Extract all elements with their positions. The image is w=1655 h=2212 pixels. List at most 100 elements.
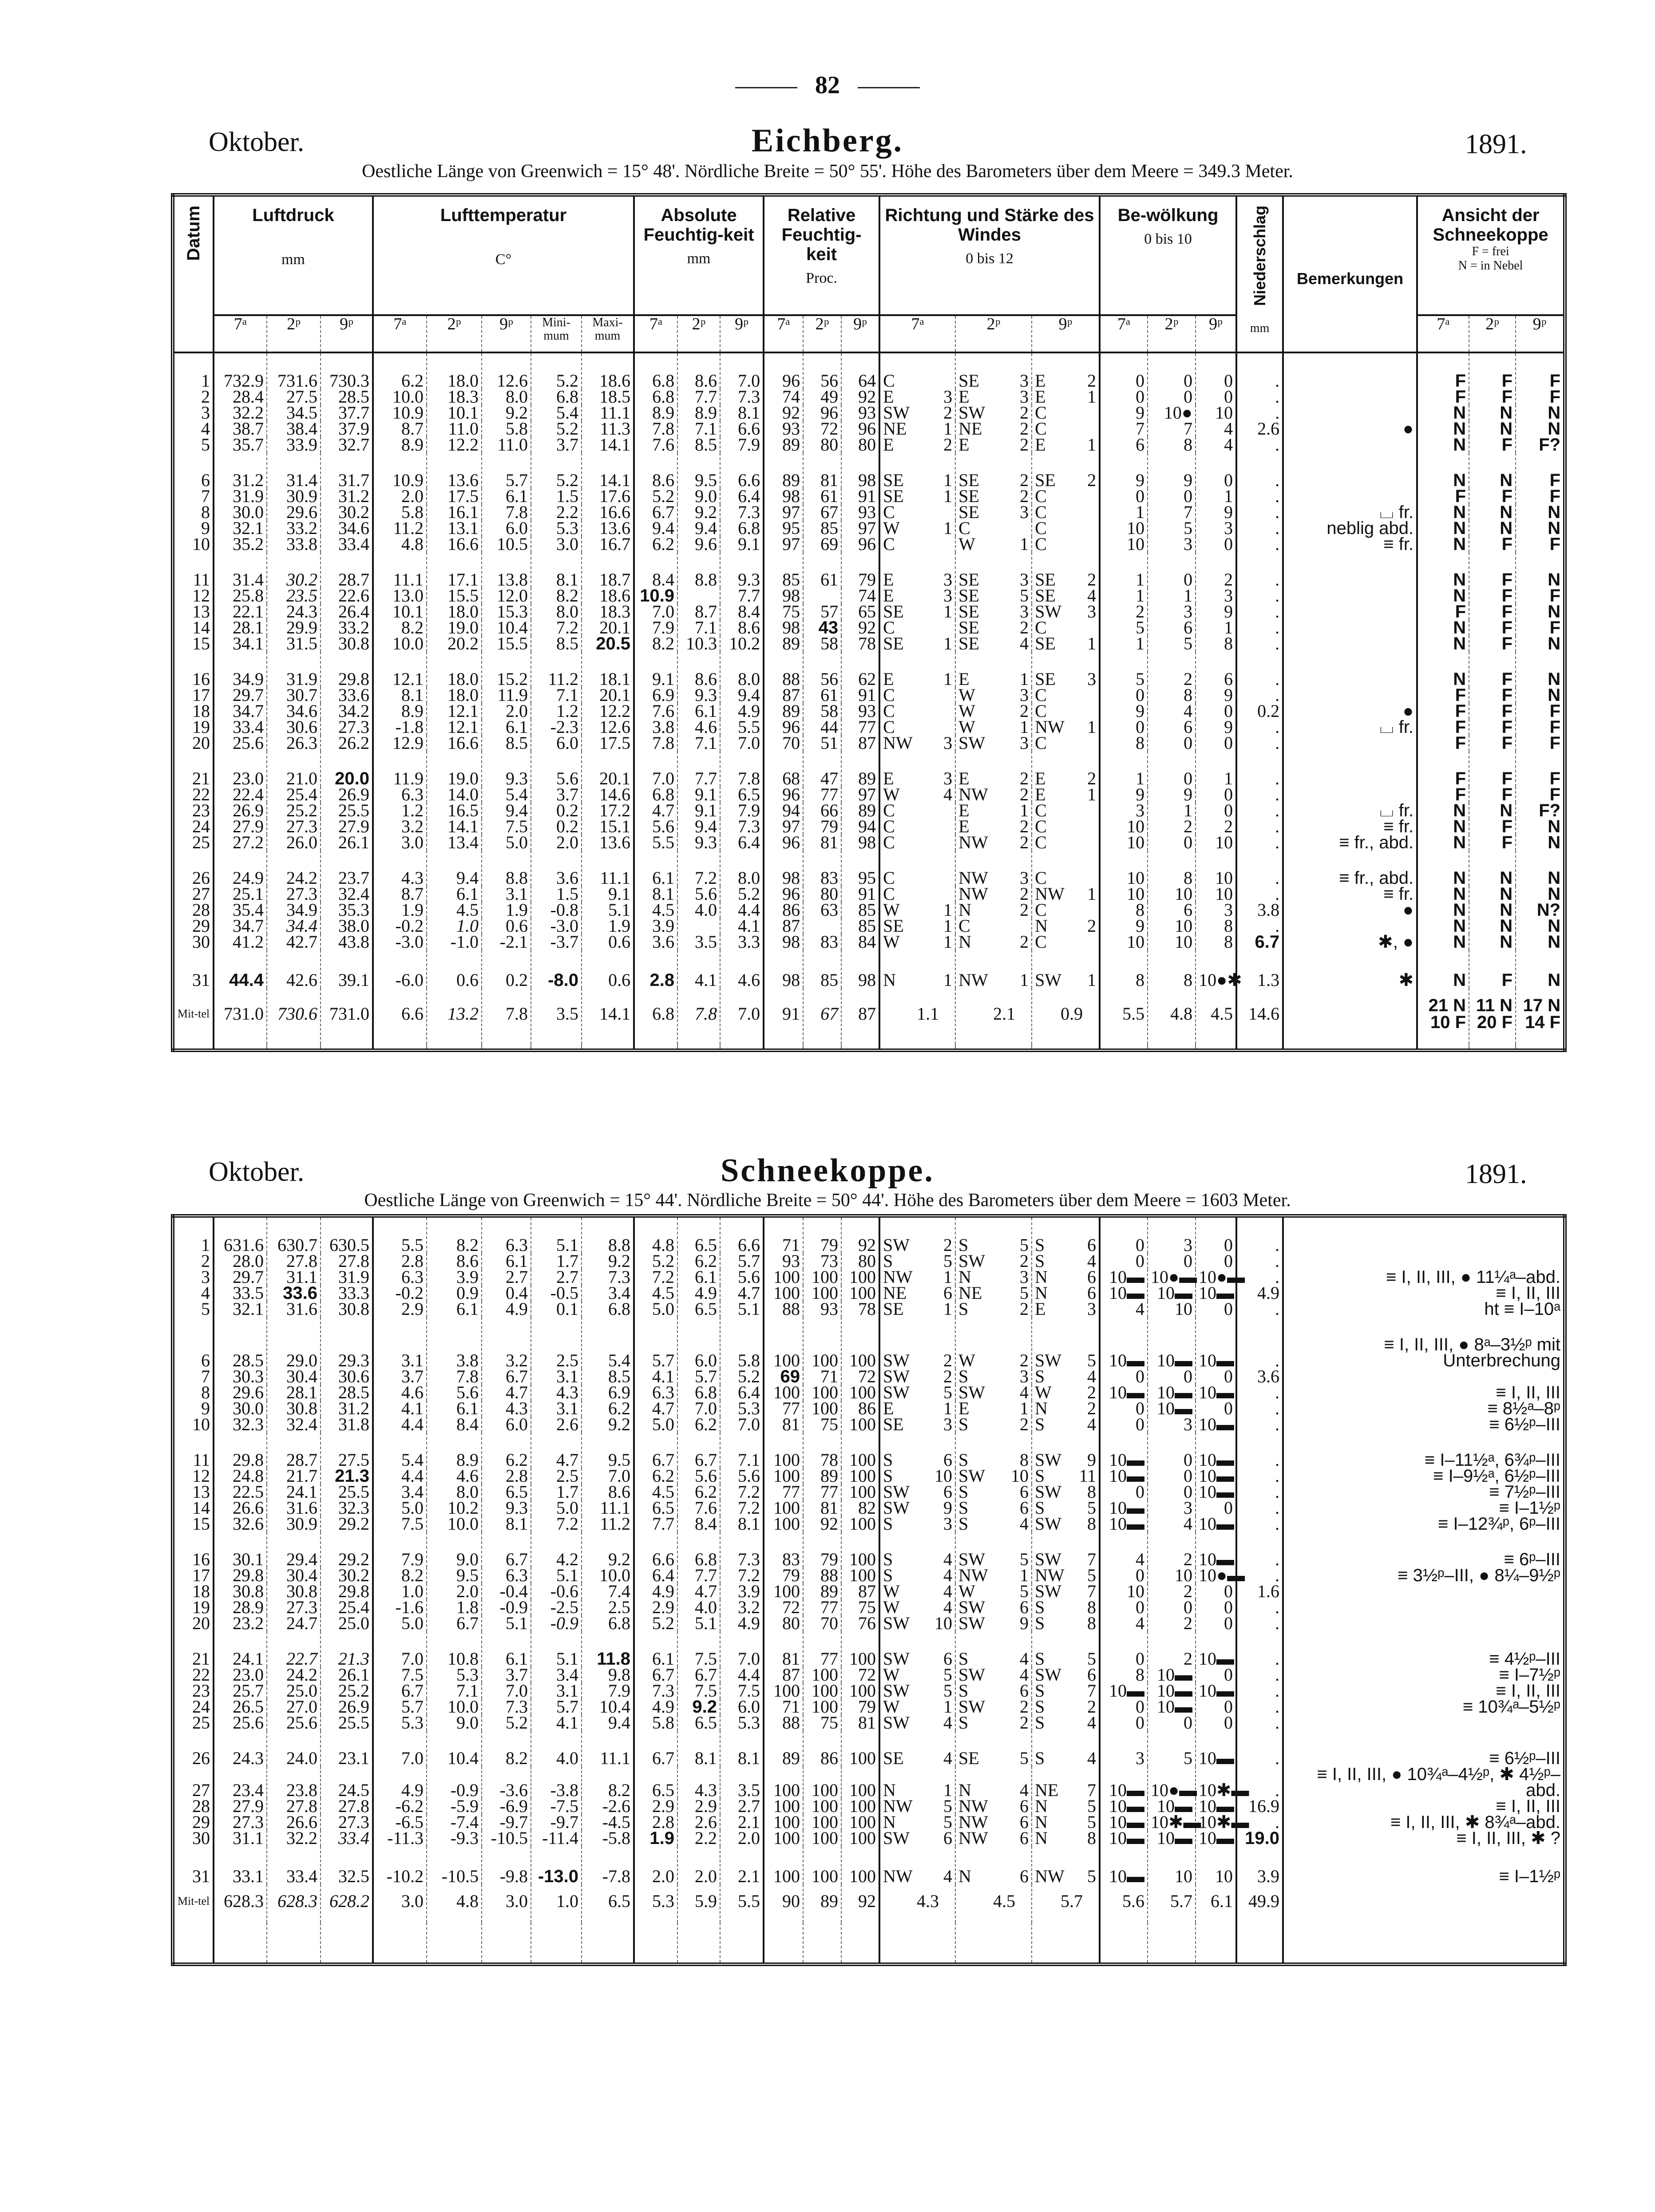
table-row: 12 24.8 21.7 21.3 4.4 4.6 2.8 2.5 7.0 6.2 5.6 5.6 10… <box>173 1466 1565 1486</box>
wind-direction: N <box>1035 916 1048 936</box>
wind-strength: 1 <box>1020 1565 1029 1585</box>
precipitation-cell: . <box>1235 519 1283 537</box>
header-cloud-unit: 0 bis 10 <box>1144 231 1192 247</box>
relative-humidity-cell: 77 <box>803 1631 841 1668</box>
pressure-cell: 29.8 <box>213 1567 267 1584</box>
temperature-cell: 6.7 <box>481 1368 531 1385</box>
cloud-cell: 4 <box>1099 1532 1148 1568</box>
wind-strength: 4 <box>943 1581 952 1601</box>
cloud-cell: 10 <box>1195 851 1237 887</box>
cloud-cell: 0 <box>1099 1216 1148 1254</box>
wind-strength: 6 <box>943 1828 952 1848</box>
temperature-cell: 10.4 <box>481 619 531 637</box>
wind-direction: C <box>1035 800 1047 820</box>
relative-humidity-cell: 94 <box>763 802 804 819</box>
temperature-cell: 0.6 <box>426 950 482 989</box>
wind-direction: SE <box>883 1748 904 1768</box>
table-row: 28 35.4 34.9 35.3 1.9 4.5 1.9 -0.8 5.1 4.5 4.0 4.4 8… <box>173 901 1565 919</box>
wind-cell: NE 2 <box>955 420 1032 438</box>
temperature-cell: 7.3 <box>581 1268 634 1286</box>
day-cell: 4 <box>201 419 210 439</box>
absolute-humidity-cell: 7.0 <box>720 352 764 390</box>
cloud-cell: 0 <box>1099 686 1148 704</box>
absolute-humidity-cell <box>677 918 721 934</box>
precipitation-cell: . <box>1235 1631 1283 1668</box>
pressure-cell: 33.9 <box>266 436 321 454</box>
wind-strength: 10 <box>1011 1466 1029 1486</box>
day-cell: 30 <box>192 1828 210 1848</box>
subheader-wind-t7: 7ᵃ <box>879 315 956 353</box>
temperature-cell: 9.1 <box>581 885 634 903</box>
temperature-cell: 5.5 <box>372 1216 427 1254</box>
wind-direction: S <box>883 1549 893 1569</box>
temperature-cell: 1.0 <box>531 1884 582 1923</box>
wind-direction: SW <box>883 1235 910 1255</box>
absolute-humidity-cell: 6.7 <box>633 503 678 521</box>
table-row: 31 33.1 33.4 32.5 -10.2 -10.5 -9.8 -13.0 -7.8 2.0… <box>173 1846 1565 1885</box>
pressure-cell: 22.1 <box>213 603 267 621</box>
relative-humidity-cell: 70 <box>763 734 804 752</box>
precipitation-cell: . <box>1235 552 1283 589</box>
relative-humidity-cell: 100 <box>841 1631 879 1668</box>
temperature-cell: 11.1 <box>372 552 427 589</box>
cloud-cell: 8 <box>1147 686 1196 704</box>
temperature-cell: 13.4 <box>426 834 482 851</box>
relative-humidity-cell: 92 <box>763 404 804 422</box>
spacer-cell <box>320 1923 373 1964</box>
relative-humidity-cell: 100 <box>763 1682 803 1700</box>
wind-direction: SE <box>958 601 979 621</box>
temperature-cell: 4.9 <box>481 1300 531 1318</box>
wind-direction: E <box>883 768 894 788</box>
relative-humidity-cell: 85 <box>803 519 842 537</box>
subheader-absolute-humidity-t2: 2ᵖ <box>677 315 721 353</box>
view-cell: N <box>1515 552 1565 589</box>
precipitation-cell: 49.9 <box>1235 1884 1283 1923</box>
wind-strength: 4 <box>1087 586 1097 605</box>
temperature-cell: -0.9 <box>426 1766 482 1799</box>
wind-direction: SW <box>1035 1549 1061 1569</box>
wind-strength: 3 <box>943 586 953 605</box>
wind-cell: NW 1 <box>955 1565 1032 1585</box>
pressure-cell: 29.8 <box>320 1583 373 1600</box>
day-cell: 5 <box>201 1299 210 1319</box>
subheader-view-t7: 7ᵃ <box>1416 315 1469 353</box>
pressure-cell: 29.4 <box>266 1532 321 1568</box>
cloud-cell: 4 <box>1099 1614 1148 1632</box>
pressure-cell: 31.9 <box>266 652 321 688</box>
temperature-cell: 11.3 <box>581 420 634 438</box>
wind-cell: C <box>879 352 956 390</box>
absolute-humidity-cell: 8.1 <box>720 1515 764 1533</box>
relative-humidity-cell: 98 <box>841 453 880 489</box>
header-cloud-title: Be-wölkung <box>1117 206 1219 225</box>
header-precipitation-title: Niederschlag <box>1250 206 1269 306</box>
wind-strength: 1 <box>943 419 953 439</box>
view-cell: N <box>1469 917 1516 935</box>
pressure-cell: 31.9 <box>213 487 267 505</box>
wind-direction: C <box>1035 932 1047 952</box>
relative-humidity-cell: 69 <box>763 1368 803 1385</box>
wind-direction: C <box>1035 816 1047 836</box>
wind-strength: 8 <box>1087 1828 1096 1848</box>
absolute-humidity-cell: 5.7 <box>633 1317 677 1369</box>
relative-humidity-cell: 100 <box>841 1432 879 1469</box>
cloud-cell: 10 <box>1099 1583 1148 1600</box>
pressure-cell: 31.4 <box>213 552 267 589</box>
cloud-cell: 8 <box>1147 436 1196 454</box>
cloud-cell: 7 <box>1099 420 1148 438</box>
wind-strength: 3 <box>943 387 953 407</box>
temperature-cell: 8.5 <box>531 635 582 653</box>
relative-humidity-cell: 100 <box>841 1532 879 1568</box>
remarks-cell: ≡ I, II, III <box>1282 1682 1565 1700</box>
remarks-cell <box>1282 1369 1565 1385</box>
wind-cell: NW 6 <box>955 1813 1032 1831</box>
relative-humidity-cell: 80 <box>841 436 880 454</box>
pressure-cell: 34.7 <box>213 702 267 720</box>
absolute-humidity-cell: 3.8 <box>633 718 678 736</box>
pressure-cell: 31.8 <box>320 1416 373 1433</box>
day-cell: 13 <box>192 601 210 621</box>
temperature-cell: 6.0 <box>531 734 582 752</box>
pressure-cell: 25.6 <box>213 1714 267 1732</box>
view-count: 17 N <box>1523 996 1561 1015</box>
cloud-cell: 8 <box>1099 1666 1148 1684</box>
